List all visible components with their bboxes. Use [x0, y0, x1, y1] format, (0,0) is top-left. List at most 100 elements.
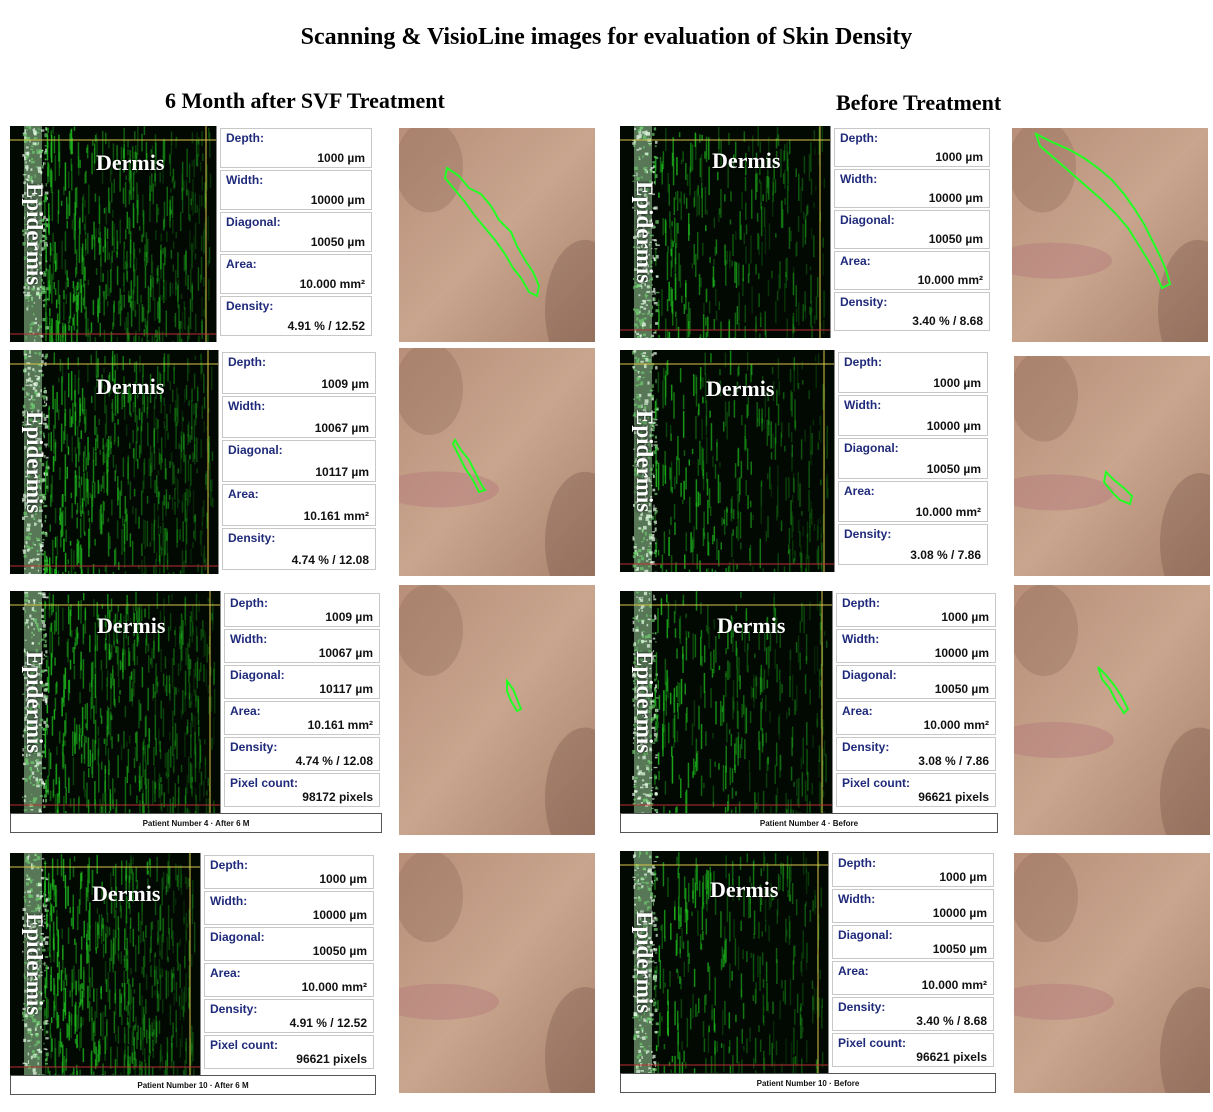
measure-area-label: Area:: [840, 254, 871, 268]
epidermis-label-box: Epidermis: [626, 851, 662, 1073]
dermis-label: Dermis: [710, 877, 779, 902]
measure-pixel-label: Pixel count:: [230, 776, 299, 790]
measure-diagonal-label: Diagonal:: [842, 668, 897, 682]
measure-depth: Depth: 1000 µm: [832, 853, 994, 887]
measure-density-value: 3.08 % / 7.86: [910, 548, 981, 562]
patient-footer: Patient Number 10 · After 6 M: [10, 1075, 376, 1095]
measure-pixel-label: Pixel count:: [838, 1036, 907, 1050]
measure-density: Density: 3.40 % / 8.68: [832, 997, 994, 1031]
epidermis-label-box: Epidermis: [16, 126, 52, 342]
measurements-panel: Depth: 1000 µm Width: 10000 µm Diagonal: 1005…: [832, 591, 999, 813]
measure-area: Area: 10.000 mm²: [220, 254, 372, 294]
measure-area: Area: 10.000 mm²: [836, 701, 996, 735]
visioline-photo-before-2: [1014, 585, 1210, 835]
measure-depth: Depth: 1009 µm: [224, 593, 380, 627]
epidermis-label: Epidermis: [632, 409, 657, 513]
measure-width: Width: 10000 µm: [220, 170, 372, 210]
dermis-label: Dermis: [96, 150, 165, 175]
measure-width-value: 10000 µm: [928, 191, 983, 205]
measure-width-label: Width:: [840, 172, 878, 186]
measure-area: Area: 10.000 mm²: [838, 481, 988, 522]
density-trace: [1034, 132, 1172, 290]
measure-area-label: Area:: [228, 487, 259, 501]
measure-depth-value: 1009 µm: [321, 377, 369, 391]
measure-width-label: Width:: [210, 894, 248, 908]
measure-pixel-label: Pixel count:: [210, 1038, 279, 1052]
measure-width-label: Width:: [844, 398, 882, 412]
measure-diagonal: Diagonal: 10050 µm: [836, 665, 996, 699]
measure-depth: Depth: 1000 µm: [836, 593, 996, 627]
face-photo: [1012, 128, 1208, 342]
epidermis-label-box: Epidermis: [626, 591, 662, 813]
measure-depth: Depth: 1000 µm: [838, 352, 988, 393]
epidermis-label: Epidermis: [632, 910, 657, 1014]
measure-width-value: 10000 µm: [310, 193, 365, 207]
epidermis-label: Epidermis: [22, 410, 47, 514]
measure-density: Density: 4.91 % / 12.52: [220, 296, 372, 336]
dermis-label: Dermis: [717, 613, 786, 638]
scan-image: [620, 350, 834, 572]
measure-width: Width: 10000 µm: [836, 629, 996, 663]
scan-view: Epidermis Dermis: [620, 851, 828, 1073]
measure-diagonal-label: Diagonal:: [210, 930, 265, 944]
dermis-label: Dermis: [706, 376, 775, 401]
measure-area-value: 10.161 mm²: [307, 718, 373, 732]
measure-depth-label: Depth:: [844, 355, 882, 369]
measure-diagonal: Diagonal: 10117 µm: [224, 665, 380, 699]
measure-diagonal-label: Diagonal:: [230, 668, 285, 682]
epidermis-label-box: Epidermis: [626, 350, 662, 572]
face-photo: [399, 348, 595, 576]
patient-footer: Patient Number 4 · After 6 M: [10, 813, 382, 833]
dermis-label: Dermis: [97, 613, 166, 638]
measure-area-label: Area:: [838, 964, 869, 978]
visioline-photo-before-1: [1014, 356, 1210, 576]
scan-panel-before-0: Epidermis Dermis Depth: 1000 µm Width: 10000 …: [620, 126, 993, 338]
measure-width-label: Width:: [842, 632, 880, 646]
measure-density-value: 4.74 % / 12.08: [295, 754, 373, 768]
measure-pixel-value: 98172 pixels: [302, 790, 373, 804]
face-photo: [399, 853, 595, 1093]
measure-diagonal-value: 10050 µm: [928, 232, 983, 246]
measure-depth-value: 1000 µm: [939, 870, 987, 884]
measure-density-value: 4.91 % / 12.52: [287, 319, 365, 333]
measure-area-label: Area:: [210, 966, 241, 980]
epidermis-label-box: Epidermis: [16, 591, 52, 813]
scan-view: Epidermis Dermis: [10, 853, 200, 1075]
measure-depth-label: Depth:: [842, 596, 880, 610]
measure-diagonal-label: Diagonal:: [840, 213, 895, 227]
measure-area-value: 10.000 mm²: [917, 273, 983, 287]
measure-density-value: 3.40 % / 8.68: [912, 314, 983, 328]
measure-diagonal-label: Diagonal:: [844, 441, 899, 455]
scan-panel-after-2: Epidermis Dermis Depth: 1009 µm Width: 10067 …: [10, 591, 383, 833]
visioline-photo-after-1: [399, 348, 595, 576]
measure-pixel: Pixel count: 96621 pixels: [204, 1035, 374, 1069]
dermis-label: Dermis: [96, 374, 165, 399]
measure-density-label: Density:: [842, 740, 890, 754]
measure-density-label: Density:: [844, 527, 892, 541]
density-trace: [451, 437, 487, 494]
face-photo: [1014, 585, 1210, 835]
measure-area-value: 10.000 mm²: [923, 718, 989, 732]
measure-width-value: 10000 µm: [312, 908, 367, 922]
measure-area-value: 10.000 mm²: [921, 978, 987, 992]
measure-diagonal-value: 10117 µm: [315, 465, 369, 479]
measure-depth-label: Depth:: [840, 131, 878, 145]
measure-area-value: 10.161 mm²: [303, 509, 369, 523]
measure-depth-label: Depth:: [838, 856, 876, 870]
measure-depth-label: Depth:: [210, 858, 248, 872]
measure-area-value: 10.000 mm²: [915, 505, 981, 519]
measure-width-label: Width:: [838, 892, 876, 906]
measure-area: Area: 10.161 mm²: [224, 701, 380, 735]
visioline-photo-after-3: [399, 853, 595, 1093]
measure-diagonal-value: 10050 µm: [926, 462, 981, 476]
measure-density: Density: 4.74 % / 12.08: [224, 737, 380, 771]
scan-panel-before-1: Epidermis Dermis Depth: 1000 µm Width: 10000 …: [620, 350, 991, 572]
face-photo: [399, 585, 595, 835]
measure-depth: Depth: 1000 µm: [204, 855, 374, 889]
measure-density-label: Density:: [228, 531, 276, 545]
measure-depth-value: 1000 µm: [319, 872, 367, 886]
scan-panel-before-3: Epidermis Dermis Depth: 1000 µm Width: 10000 …: [620, 851, 997, 1093]
measure-pixel: Pixel count: 96621 pixels: [832, 1033, 994, 1067]
measure-diagonal: Diagonal: 10050 µm: [838, 438, 988, 479]
visioline-photo-after-0: [399, 128, 595, 342]
